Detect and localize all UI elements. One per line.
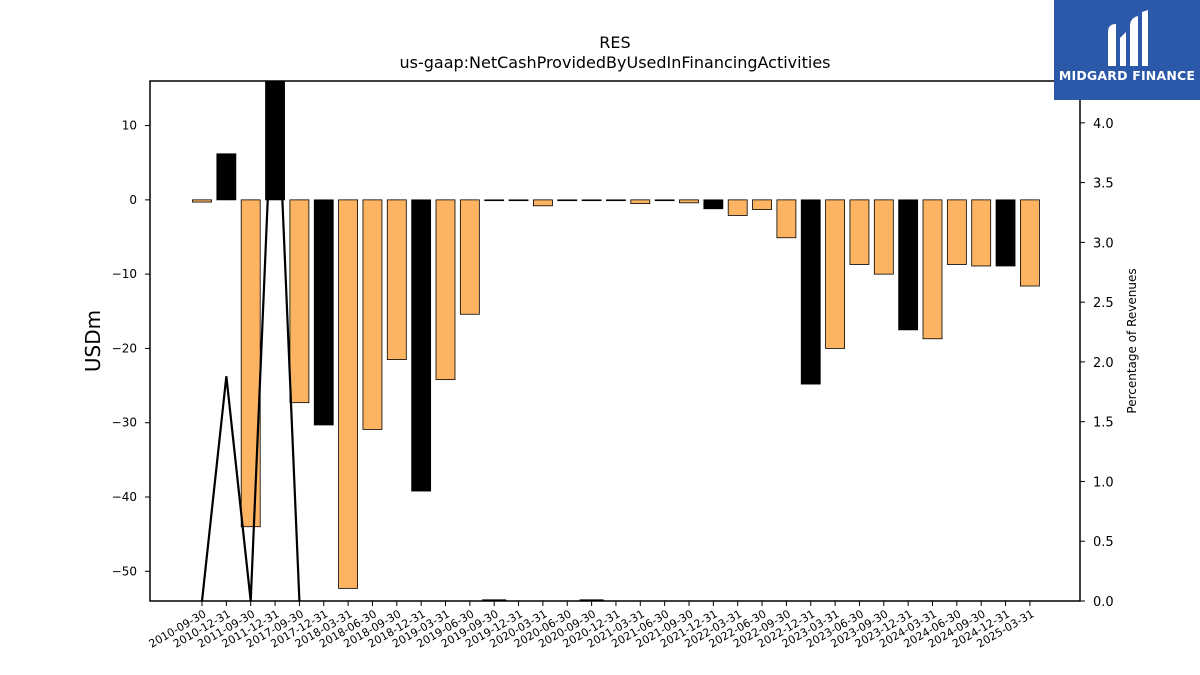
- bar-2011-09-30: [240, 199, 261, 528]
- bar-2023-12-31: [898, 199, 919, 331]
- y2-tick-label: 0.0: [1093, 595, 1114, 610]
- bar-2018-09-30: [386, 199, 407, 360]
- bar-2025-03-31: [1020, 199, 1040, 287]
- bar-2023-03-31: [825, 199, 845, 349]
- brand-logo: MIDGARD FINANCE: [1054, 0, 1200, 100]
- y-axis: −50 −40 −30 −20 −10 0 10: [112, 119, 150, 578]
- bar-2023-06-30: [849, 199, 870, 265]
- bar-group: [192, 80, 1040, 589]
- bar-2024-03-31: [922, 199, 943, 340]
- bar-2018-06-30: [362, 199, 383, 430]
- bar-2020-06-30: [557, 199, 578, 202]
- bar-2024-06-30: [946, 199, 967, 265]
- bar-2019-09-30: [484, 199, 505, 202]
- bar-2024-12-31: [995, 199, 1016, 267]
- y2-tick-label: 2.5: [1093, 296, 1114, 311]
- y-tick-label: −30: [112, 416, 137, 430]
- line-series: [200, 81, 301, 601]
- x-axis: 2010-09-302010-12-312011-09-302011-12-31…: [147, 601, 1036, 651]
- line-group: [200, 81, 604, 601]
- y-tick-label: 0: [129, 193, 137, 207]
- plot-frame: [149, 80, 1081, 602]
- bar-2018-03-31: [338, 199, 359, 589]
- bar-2020-12-31: [606, 199, 626, 202]
- bar-2022-09-30: [776, 199, 797, 239]
- y2-tick-label: 2.0: [1093, 356, 1114, 371]
- y2-tick-label: 3.0: [1093, 236, 1114, 251]
- bar-2019-06-30: [459, 199, 480, 315]
- bar-2020-03-31: [533, 199, 553, 207]
- chart-subtitle: us-gaap:NetCashProvidedByUsedInFinancing…: [399, 53, 830, 72]
- bar-2022-12-31: [800, 199, 821, 385]
- bar-2021-12-31: [703, 199, 724, 210]
- logo-mark-icon: [1108, 10, 1148, 66]
- bar-2010-09-30: [192, 199, 212, 203]
- bar-2017-12-31: [313, 199, 334, 426]
- y2-tick-label: 0.5: [1093, 535, 1114, 550]
- bar-2019-03-31: [435, 199, 456, 381]
- bar-2022-06-30: [752, 199, 772, 210]
- bar-2022-03-31: [727, 199, 748, 216]
- y2-tick-label: 1.5: [1093, 416, 1114, 431]
- y-tick-label: 10: [122, 119, 137, 133]
- bar-2019-12-31: [508, 199, 529, 202]
- y2-tick-label: 3.5: [1093, 177, 1114, 192]
- bar-2020-09-30: [581, 199, 602, 202]
- logo-text: MIDGARD FINANCE: [1058, 68, 1196, 83]
- y-tick-label: −50: [112, 564, 137, 578]
- y2-tick-label: 1.0: [1093, 475, 1114, 490]
- y2-axis-label: Percentage of Revenues: [1125, 268, 1139, 413]
- bar-2021-09-30: [679, 199, 699, 204]
- bar-2021-03-31: [630, 199, 651, 204]
- y-tick-label: −20: [112, 341, 137, 355]
- y-tick-label: −10: [112, 267, 137, 281]
- bar-2023-09-30: [873, 199, 894, 275]
- y-tick-label: −40: [112, 490, 137, 504]
- bar-2017-09-30: [289, 199, 310, 404]
- bar-2024-09-30: [971, 199, 992, 267]
- y2-tick-label: 4.0: [1093, 117, 1114, 132]
- bar-2021-06-30: [654, 199, 675, 202]
- bar-2018-12-31: [411, 199, 432, 492]
- y-axis-label: USDm: [81, 310, 105, 372]
- bar-2010-12-31: [216, 153, 237, 201]
- y2-axis: 0.0 0.5 1.0 1.5 2.0 2.5 3.0 3.5 4.0: [1080, 117, 1114, 610]
- chart-title: RES: [599, 33, 630, 52]
